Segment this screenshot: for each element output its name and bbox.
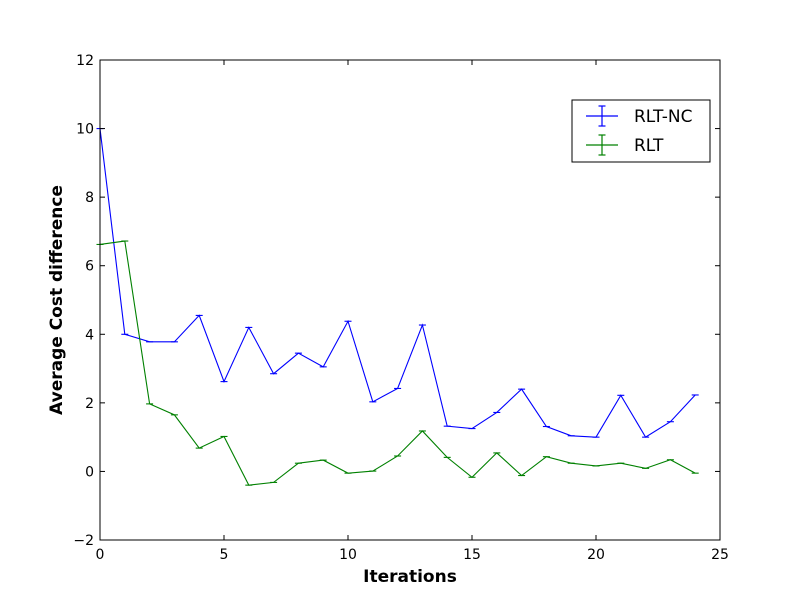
series-line-rlt-nc bbox=[99, 128, 696, 438]
plot-layer bbox=[96, 128, 699, 486]
y-tick-label: 6 bbox=[85, 259, 94, 275]
plot-frame bbox=[99, 59, 721, 541]
x-tick-label: 20 bbox=[587, 547, 605, 563]
x-tick-label: 10 bbox=[339, 547, 357, 563]
y-axis-title: Average Cost difference bbox=[47, 185, 67, 415]
x-tick-label: 25 bbox=[711, 547, 729, 563]
y-tick-label: 10 bbox=[76, 122, 94, 138]
y-tick-label: 0 bbox=[85, 464, 94, 480]
legend: RLT-NC RLT bbox=[571, 99, 711, 163]
series-line-rlt bbox=[99, 240, 696, 486]
legend-label-rlt: RLT bbox=[634, 136, 664, 156]
y-tick-label: 2 bbox=[85, 396, 94, 412]
y-tick-label: 12 bbox=[76, 53, 94, 69]
x-axis-title: Iterations bbox=[363, 567, 457, 587]
legend-label-rlt-nc: RLT-NC bbox=[634, 107, 693, 127]
y-tick-label: −2 bbox=[73, 533, 94, 549]
x-tick-label: 15 bbox=[463, 547, 481, 563]
x-tick-label: 5 bbox=[220, 547, 229, 563]
y-tick-label: 8 bbox=[85, 190, 94, 206]
y-tick-label: 4 bbox=[85, 327, 94, 343]
legend-box bbox=[571, 99, 711, 163]
x-tick-label: 0 bbox=[96, 547, 105, 563]
